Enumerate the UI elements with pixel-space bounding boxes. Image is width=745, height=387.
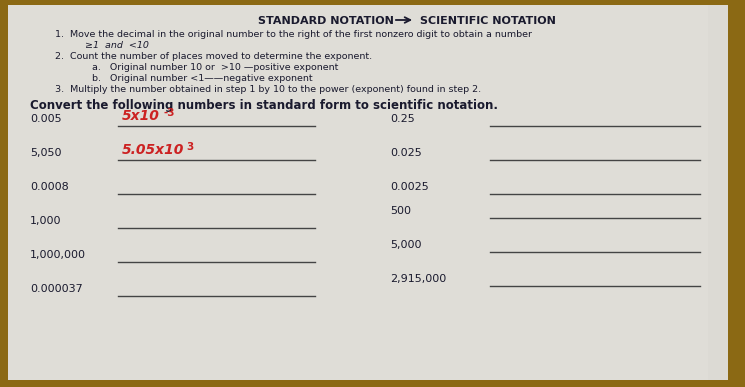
Text: 2.  Count the number of places moved to determine the exponent.: 2. Count the number of places moved to d…: [55, 52, 372, 61]
Text: SCIENTIFIC NOTATION: SCIENTIFIC NOTATION: [420, 16, 556, 26]
FancyBboxPatch shape: [8, 5, 728, 380]
Text: 0.25: 0.25: [390, 114, 415, 124]
Text: 1,000: 1,000: [30, 216, 62, 226]
Text: 0.005: 0.005: [30, 114, 62, 124]
Text: 5,000: 5,000: [390, 240, 422, 250]
Text: 1,000,000: 1,000,000: [30, 250, 86, 260]
Text: 2,915,000: 2,915,000: [390, 274, 446, 284]
Text: 0.0008: 0.0008: [30, 182, 69, 192]
Text: 500: 500: [390, 206, 411, 216]
Text: 0.0025: 0.0025: [390, 182, 429, 192]
Text: 5x10: 5x10: [122, 109, 160, 123]
Text: 1.  Move the decimal in the original number to the right of the first nonzero di: 1. Move the decimal in the original numb…: [55, 30, 532, 39]
FancyBboxPatch shape: [8, 5, 708, 380]
Text: 3: 3: [186, 142, 193, 152]
Text: 0.025: 0.025: [390, 148, 422, 158]
Text: 5.05x10: 5.05x10: [122, 143, 184, 157]
Text: ≥1  and  <10: ≥1 and <10: [85, 41, 149, 50]
Text: 3.  Multiply the number obtained in step 1 by 10 to the power (exponent) found i: 3. Multiply the number obtained in step …: [55, 85, 481, 94]
Text: 0.000037: 0.000037: [30, 284, 83, 294]
Text: a.   Original number 10 or  >10 —positive exponent: a. Original number 10 or >10 —positive e…: [92, 63, 338, 72]
Text: Convert the following numbers in standard form to scientific notation.: Convert the following numbers in standar…: [30, 99, 498, 112]
Text: STANDARD NOTATION: STANDARD NOTATION: [258, 16, 394, 26]
Text: b.   Original number <1——negative exponent: b. Original number <1——negative exponent: [92, 74, 313, 83]
Text: 5,050: 5,050: [30, 148, 62, 158]
Text: -3: -3: [163, 108, 174, 118]
